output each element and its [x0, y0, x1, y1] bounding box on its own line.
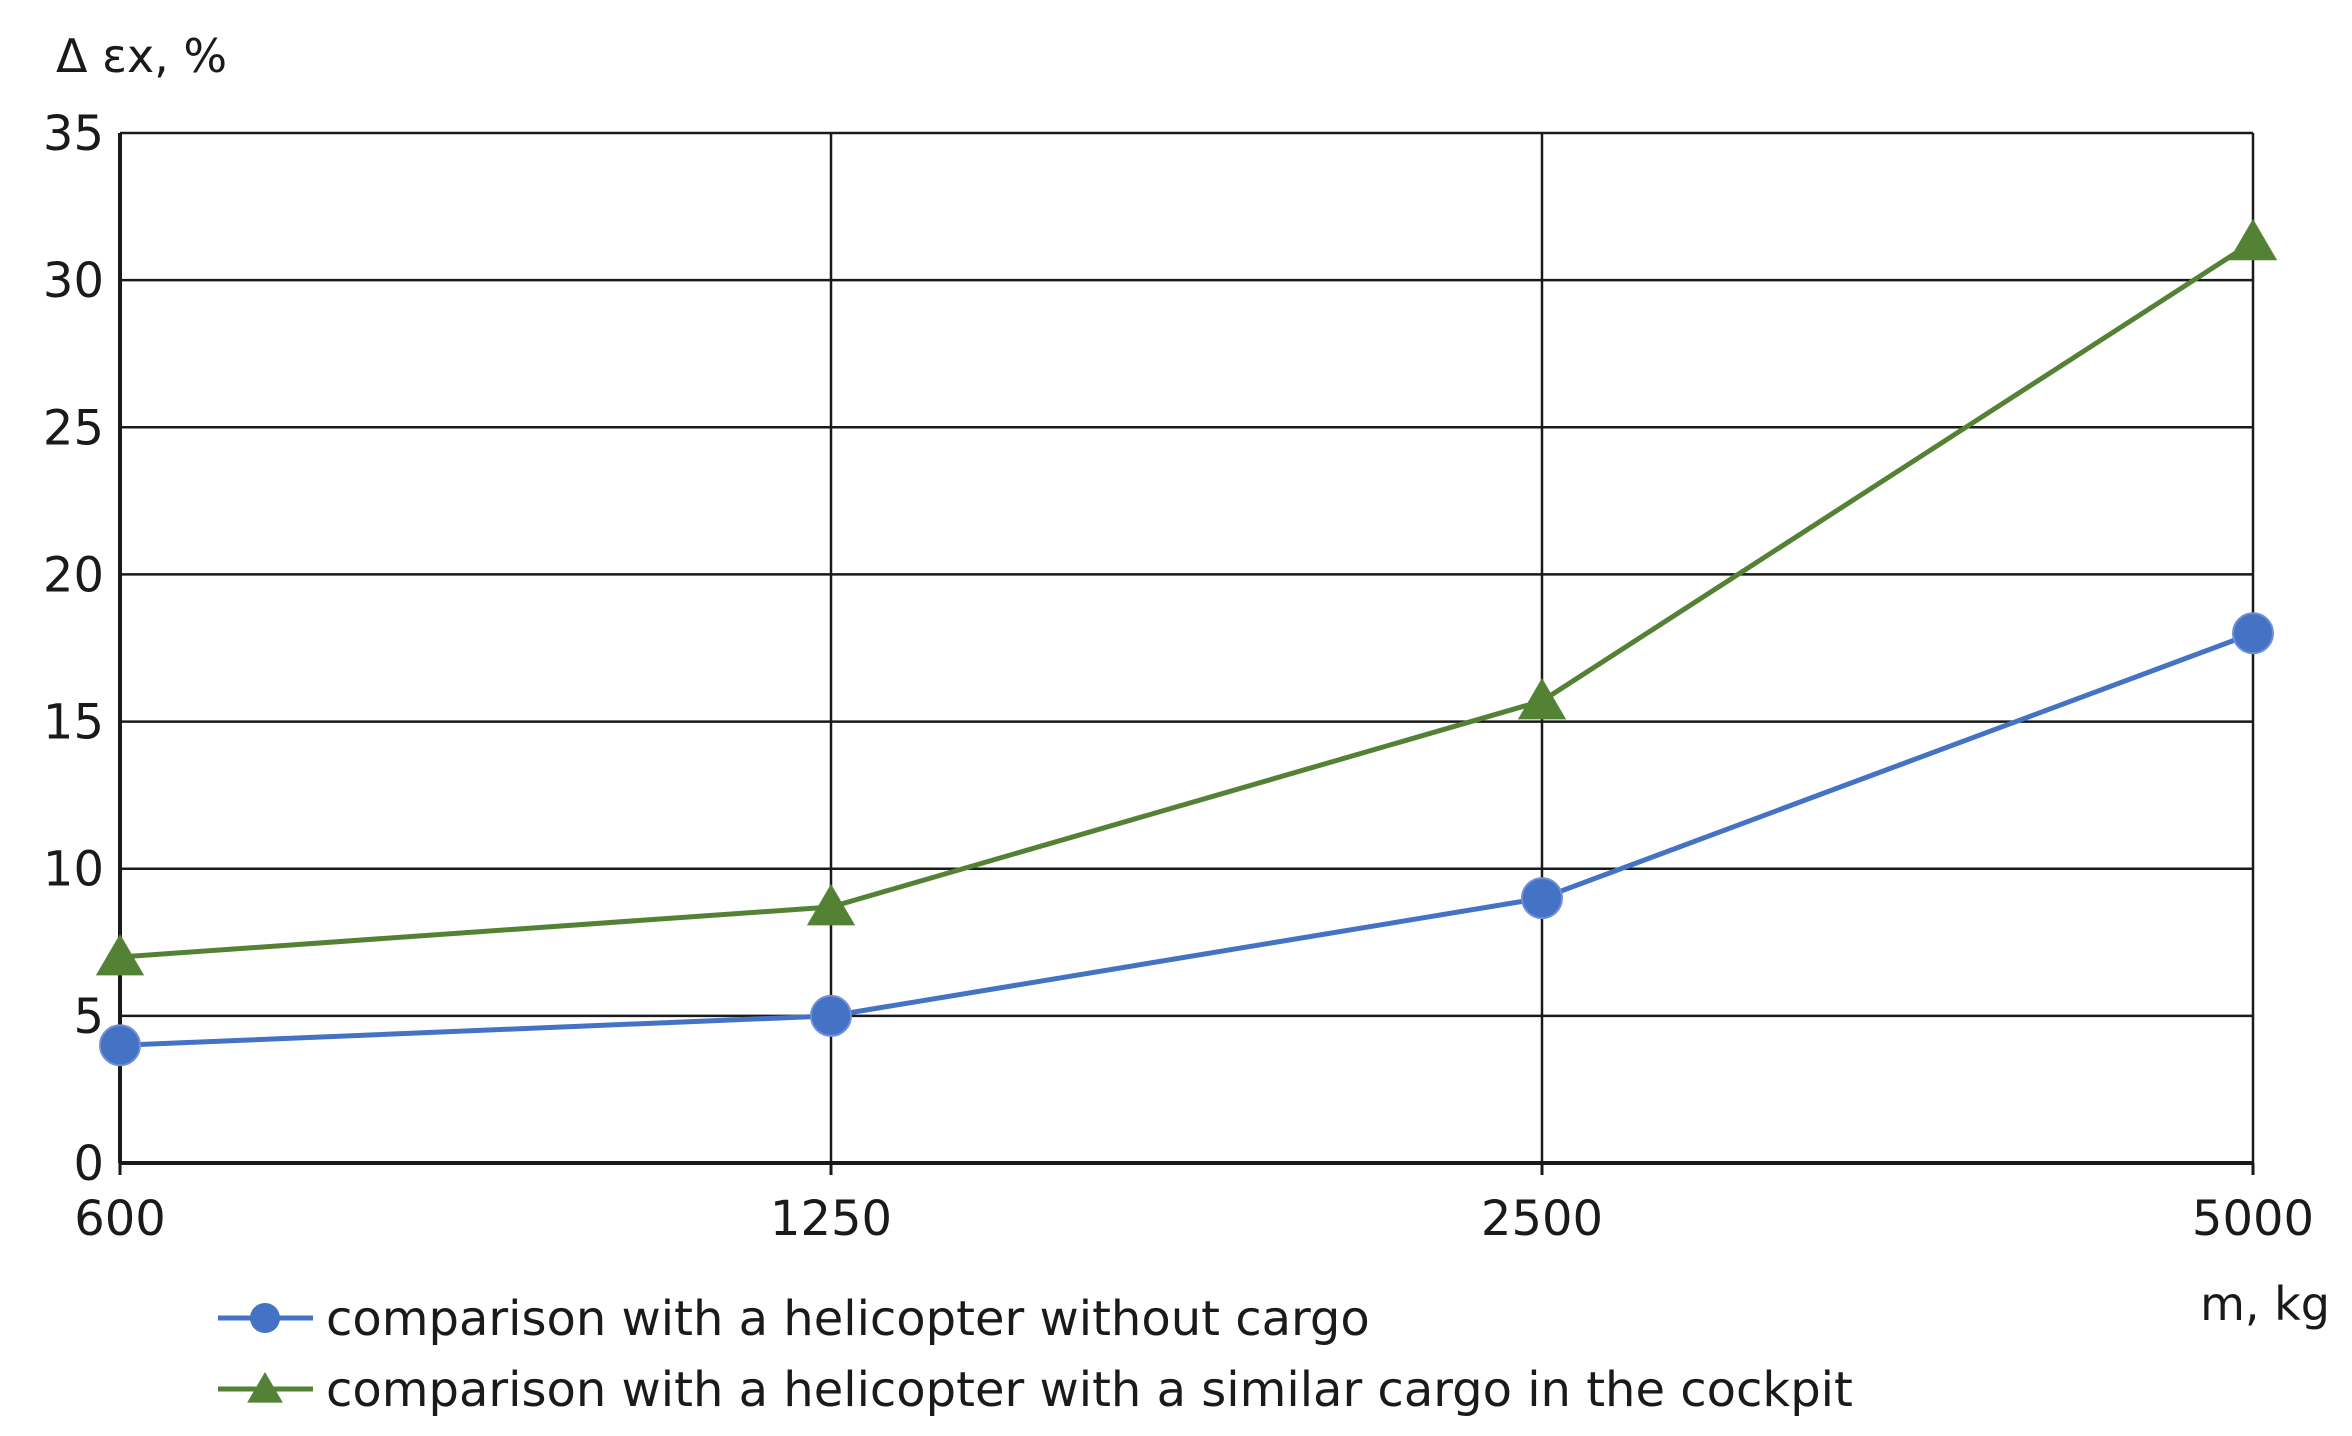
legend-item-similar-cargo: comparison with a helicopter with a simi… — [218, 1362, 1853, 1418]
series-line-without-cargo — [119, 630, 2254, 1048]
data-point-similar-cargo — [806, 883, 856, 926]
data-point-similar-cargo — [1517, 677, 1567, 720]
data-point-without-cargo — [1521, 877, 1563, 920]
data-point-without-cargo — [810, 994, 852, 1037]
y-tick-label: 0 — [73, 1136, 104, 1192]
y-tick-label: 10 — [43, 842, 104, 898]
data-point-without-cargo — [2232, 612, 2274, 655]
y-tick-label: 25 — [43, 400, 104, 456]
y-tick-label: 20 — [43, 547, 104, 603]
x-tick-label: 1250 — [770, 1191, 892, 1247]
data-point-similar-cargo — [95, 934, 145, 976]
series-layer — [95, 218, 2278, 1067]
y-axis-title: Δ εx, % — [56, 29, 227, 83]
data-point-without-cargo — [99, 1024, 141, 1067]
grid — [120, 131, 2255, 1163]
series-without-cargo — [99, 612, 2274, 1067]
legend-marker — [247, 1372, 283, 1403]
series-line-similar-cargo — [119, 239, 2255, 960]
x-axis-title: m, kg — [2200, 1277, 2330, 1331]
legend-label: comparison with a helicopter without car… — [326, 1291, 1370, 1347]
x-tick-labels: 600 1250 2500 5000 — [74, 1191, 2314, 1247]
y-tick-label: 35 — [43, 106, 104, 162]
legend-item-without-cargo: comparison with a helicopter without car… — [218, 1291, 1370, 1347]
x-tick-label: 2500 — [1481, 1191, 1603, 1247]
x-tick-label: 5000 — [2192, 1191, 2314, 1247]
series-similar-cargo — [95, 218, 2278, 976]
y-tick-label: 30 — [43, 253, 104, 309]
y-tick-label: 5 — [73, 989, 104, 1045]
axes — [118, 133, 2255, 1175]
legend-label: comparison with a helicopter with a simi… — [326, 1362, 1853, 1418]
legend: comparison with a helicopter without car… — [218, 1291, 1853, 1418]
y-tick-label: 15 — [43, 695, 104, 751]
data-point-similar-cargo — [2228, 218, 2278, 261]
x-tick-label: 600 — [74, 1191, 166, 1247]
legend-marker — [250, 1303, 280, 1333]
y-tick-labels: 0 5 10 15 20 25 30 35 — [43, 106, 104, 1192]
